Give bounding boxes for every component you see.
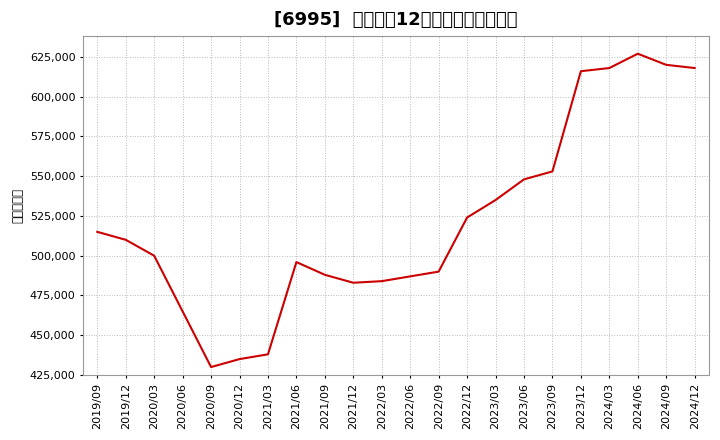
Title: [6995]  売上高の12か月移動合計の推移: [6995] 売上高の12か月移動合計の推移	[274, 11, 518, 29]
Y-axis label: （百万円）: （百万円）	[11, 188, 24, 223]
